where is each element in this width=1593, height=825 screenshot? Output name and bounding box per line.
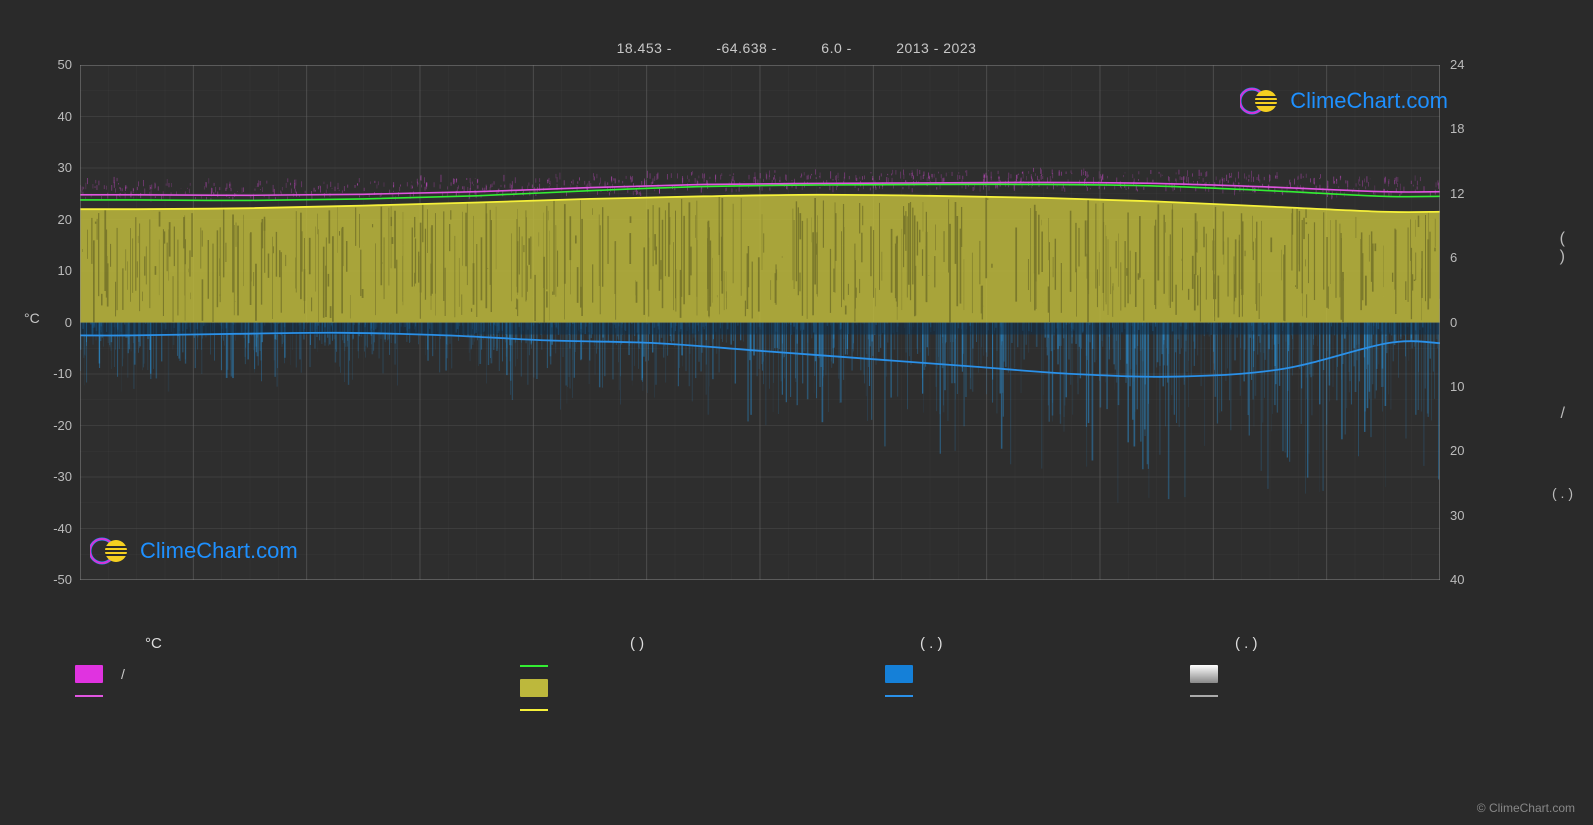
y-tick-left: -40 [42,521,72,536]
y-tick-left: 50 [42,57,72,72]
legend-group [520,665,566,711]
y-axis-left-label: °C [24,310,40,326]
meta-lat: 18.453 - [617,40,672,56]
legend-item [1190,695,1236,697]
legend-item: / [75,665,125,683]
y-tick-right: 30 [1450,508,1480,523]
y-tick-left: 20 [42,212,72,227]
legend-swatch [1190,695,1218,697]
right-axis-annotation-1: () [1560,230,1565,266]
y-tick-right: 6 [1450,250,1480,265]
legend-swatch [75,695,103,697]
y-tick-right: 12 [1450,186,1480,201]
y-tick-left: -20 [42,418,72,433]
legend-header-3: ( . ) [920,635,943,652]
legend-item [1190,665,1236,683]
legend-swatch [1190,665,1218,683]
meta-lon: -64.638 - [716,40,777,56]
legend-item [75,695,125,697]
y-tick-right: 0 [1450,315,1480,330]
legend-swatch [75,665,103,683]
plot-area [80,65,1440,580]
climate-chart: 18.453 - -64.638 - 6.0 - 2013 - 2023 °C … [0,0,1593,825]
legend-label: / [121,666,125,682]
copyright-text: © ClimeChart.com [1477,801,1575,815]
brand-text: ClimeChart.com [1290,88,1448,114]
meta-elev: 6.0 - [821,40,852,56]
legend-swatch [520,665,548,667]
legend-swatch [520,709,548,711]
legend-swatch [885,695,913,697]
meta-years: 2013 - 2023 [896,40,976,56]
y-tick-left: 10 [42,263,72,278]
legend-item [520,679,566,697]
y-tick-left: -30 [42,469,72,484]
brand-logo-bottom: ClimeChart.com [90,535,298,567]
y-tick-right: 20 [1450,443,1480,458]
legend-item [520,665,566,667]
y-tick-left: 30 [42,160,72,175]
brand-logo-top: ClimeChart.com [1240,85,1448,117]
legend-item [885,665,931,683]
y-tick-right: 18 [1450,121,1480,136]
legend-item [885,695,931,697]
y-tick-right: 40 [1450,572,1480,587]
legend-group [1190,665,1236,697]
legend-header-2: ( ) [630,635,644,652]
legend-group [885,665,931,697]
legend-swatch [885,665,913,683]
brand-text: ClimeChart.com [140,538,298,564]
legend-group: / [75,665,125,697]
chart-svg [80,65,1440,580]
legend-item [520,709,566,711]
right-axis-annotation-2: / [1561,405,1565,423]
chart-metadata-row: 18.453 - -64.638 - 6.0 - 2013 - 2023 [0,40,1593,56]
y-tick-right: 24 [1450,57,1480,72]
logo-icon [1240,85,1280,117]
y-tick-left: 40 [42,109,72,124]
right-axis-annotation-3: ( . ) [1552,485,1573,501]
y-tick-right: 10 [1450,379,1480,394]
legend-swatch [520,679,548,697]
logo-icon [90,535,130,567]
legend-header-1: °C [145,635,162,652]
y-tick-left: -50 [42,572,72,587]
legend-header-4: ( . ) [1235,635,1258,652]
y-tick-left: 0 [42,315,72,330]
y-tick-left: -10 [42,366,72,381]
